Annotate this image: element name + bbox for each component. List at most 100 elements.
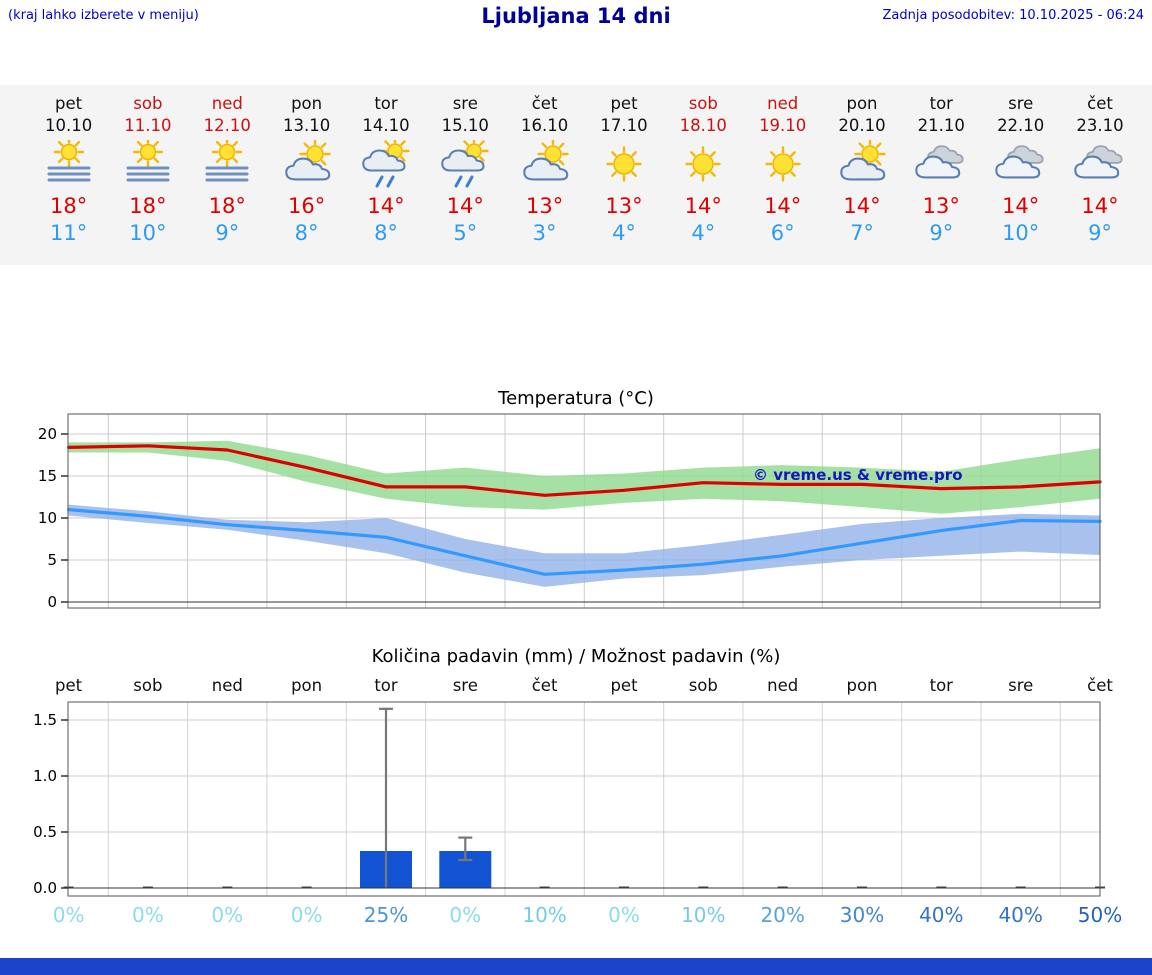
temperature-plot: 0 5 10 15 20 © vreme.us & vreme.pro (38, 413, 1102, 611)
precip-probability-label: 40% (919, 903, 964, 927)
day-high-temp: 14° (367, 194, 405, 218)
forecast-day-column: tor 14.10 14° 8° (346, 93, 426, 247)
forecast-day-column: čet 23.10 14° 9° (1060, 93, 1140, 247)
day-date: 23.10 (1076, 116, 1124, 135)
day-name: ned (767, 94, 799, 113)
temperature-chart: 0 5 10 15 20 © vreme.us & vreme.pro (0, 412, 1152, 617)
temp-y-tick-label: 20 (38, 425, 57, 443)
precipitation-probability-row: 0% 0% 0% 0% 25% 0% 10% 0% 10% 20% 30% 40% 40% 50% (0, 903, 1152, 933)
precip-day-label: sob (133, 676, 163, 695)
day-low-temp: 9° (929, 221, 954, 245)
forecast-day-column: pet 10.10 18° 11° (29, 93, 109, 247)
precip-probability-label: 10% (681, 903, 726, 927)
precip-day-label: ned (211, 676, 243, 695)
forecast-day-column: tor 21.10 13° 9° (901, 93, 981, 247)
forecast-day-column: pet 17.10 13° 4° (584, 93, 664, 247)
precipitation-plot: 0.0 0.5 1.0 1.5 (33, 701, 1105, 897)
precip-day-label: ned (767, 676, 799, 695)
precip-probability-label: 0% (211, 903, 244, 927)
precip-probability-label: 0% (52, 903, 85, 927)
day-name: sre (1008, 94, 1034, 113)
temp-y-tick-label: 0 (47, 593, 57, 611)
forecast-day-column: ned 19.10 14° 6° (743, 93, 823, 247)
day-low-temp: 11° (49, 221, 88, 245)
sun-icon (764, 146, 801, 182)
forecast-day-column: sre 15.10 14° 5° (425, 93, 505, 247)
forecast-day-column: ned 12.10 18° 9° (187, 93, 267, 247)
day-low-temp: 10° (129, 221, 167, 245)
fog-sun-icon (126, 140, 170, 182)
day-date: 19.10 (759, 116, 807, 135)
day-high-temp: 14° (1081, 194, 1119, 218)
sun-cloud-icon (522, 140, 569, 181)
precip-y-tick-label: 1.5 (33, 711, 57, 729)
day-date: 18.10 (679, 116, 727, 135)
day-name: pon (846, 94, 878, 113)
min-temperature-line (66, 507, 1102, 576)
day-name: sre (452, 94, 478, 113)
precip-day-label: čet (531, 676, 558, 695)
precip-probability-label: 10% (522, 903, 567, 927)
forecast-day-column: sob 11.10 18° 10° (108, 93, 188, 247)
day-name: sob (133, 94, 163, 113)
day-date: 21.10 (917, 116, 965, 135)
day-high-temp: 14° (764, 194, 802, 218)
forecast-day-column: sob 18.10 14° 4° (663, 93, 743, 247)
day-low-temp: 4° (691, 221, 716, 245)
day-name: ned (211, 94, 243, 113)
forecast-day-column: pon 20.10 14° 7° (822, 93, 902, 247)
precip-probability-label: 40% (998, 903, 1043, 927)
day-high-temp: 18° (208, 194, 246, 218)
precip-day-label: sre (1008, 676, 1034, 695)
precip-y-tick-label: 0.0 (33, 879, 57, 897)
day-low-temp: 4° (612, 221, 636, 245)
day-low-temp: 10° (1002, 221, 1040, 245)
sun-cloud-icon (284, 140, 331, 181)
day-high-temp: 14° (843, 194, 881, 218)
temp-y-tick-label: 10 (38, 509, 57, 527)
day-date: 15.10 (441, 116, 489, 135)
cloudy-icon (994, 145, 1044, 179)
precip-day-label: tor (929, 676, 953, 695)
day-low-temp: 5° (453, 221, 478, 245)
min-temperature-range-band (68, 504, 1101, 587)
max-temperature-range-band (68, 440, 1101, 514)
precip-probability-label: 50% (1077, 903, 1123, 927)
day-low-temp: 3° (532, 221, 557, 245)
day-high-temp: 14° (446, 194, 484, 218)
day-name: pet (610, 94, 638, 113)
day-high-temp: 13° (605, 194, 643, 218)
precip-probability-label: 20% (760, 903, 805, 927)
day-name: pet (55, 94, 83, 113)
cloudy-icon (1074, 145, 1123, 179)
day-high-temp: 18° (129, 194, 167, 218)
precip-day-label: pet (55, 676, 83, 695)
day-date: 20.10 (838, 116, 886, 135)
rain-sun-icon (362, 140, 410, 188)
day-date: 16.10 (520, 116, 569, 135)
precip-y-tick-label: 1.0 (33, 767, 57, 785)
precip-day-label: pet (610, 676, 638, 695)
day-name: pon (291, 94, 323, 113)
menu-hint: (kraj lahko izberete v meniju) (8, 8, 199, 23)
precip-day-label: čet (1087, 676, 1113, 695)
day-date: 11.10 (124, 116, 172, 135)
day-date: 14.10 (362, 116, 410, 135)
day-date: 17.10 (600, 116, 648, 135)
forecast-day-column: sre 22.10 14° 10° (981, 93, 1061, 247)
day-high-temp: 18° (49, 194, 88, 218)
day-low-temp: 7° (850, 221, 874, 245)
max-temperature-line (66, 444, 1102, 497)
rain-sun-icon (441, 140, 489, 188)
day-date: 22.10 (997, 116, 1045, 135)
precip-probability-label: 30% (839, 903, 885, 927)
precip-day-label: pon (291, 676, 323, 695)
precip-probability-label: 0% (449, 903, 482, 927)
day-high-temp: 13° (525, 194, 564, 218)
precip-day-label: pon (846, 676, 878, 695)
day-name: čet (531, 94, 558, 113)
temp-y-tick-label: 15 (38, 467, 57, 485)
day-name: tor (374, 94, 398, 113)
day-low-temp: 9° (1088, 221, 1112, 245)
